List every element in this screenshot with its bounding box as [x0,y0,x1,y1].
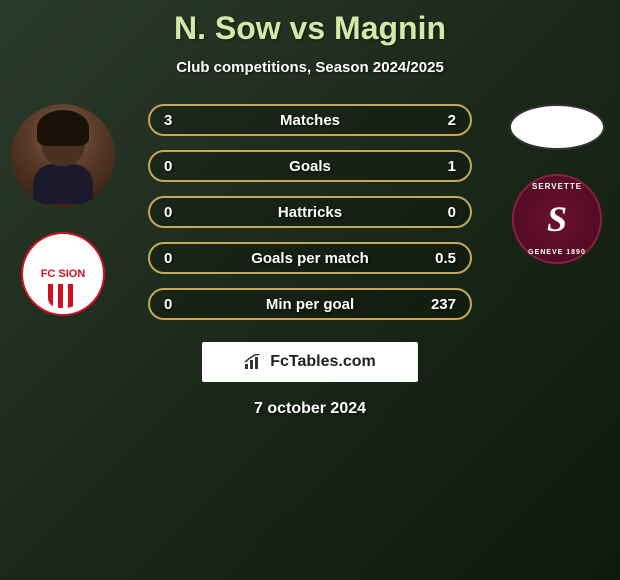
stat-row-min-per-goal: 0 Min per goal 237 [148,288,472,320]
watermark-badge[interactable]: FcTables.com [202,342,418,382]
stat-label: Goals per match [251,250,369,267]
stats-column: 3 Matches 2 0 Goals 1 0 Hattricks 0 0 Go… [130,104,490,320]
stat-left-value: 3 [164,112,172,129]
avatar-silhouette [33,116,93,206]
stat-label: Matches [280,112,340,129]
stat-right-value: 0 [448,204,456,221]
watermark-text: FcTables.com [270,353,376,371]
club-left-label: FC SION [41,269,86,280]
sion-stripes-icon [48,284,78,308]
stat-right-value: 1 [448,158,456,175]
left-column: FC SION [8,104,118,316]
club-right-badge: SERVETTE S GENEVE 1890 [512,174,602,264]
servette-bottom-text: GENEVE 1890 [528,249,586,256]
page-title: N. Sow vs Magnin [174,10,446,47]
club-left-badge: FC SION [21,232,105,316]
stat-left-value: 0 [164,204,172,221]
stat-right-value: 237 [431,296,456,313]
comparison-card: N. Sow vs Magnin Club competitions, Seas… [0,0,620,418]
player-left-avatar [11,104,115,208]
subtitle: Club competitions, Season 2024/2025 [176,59,444,76]
servette-top-text: SERVETTE [532,182,582,191]
date-text: 7 october 2024 [254,400,366,418]
stat-left-value: 0 [164,296,172,313]
stat-row-matches: 3 Matches 2 [148,104,472,136]
player-right-avatar-placeholder [509,104,605,150]
servette-s-icon: S [547,201,567,237]
stat-left-value: 0 [164,250,172,267]
stat-row-goals-per-match: 0 Goals per match 0.5 [148,242,472,274]
stat-label: Hattricks [278,204,342,221]
stat-left-value: 0 [164,158,172,175]
stat-label: Min per goal [266,296,354,313]
stat-row-goals: 0 Goals 1 [148,150,472,182]
right-column: SERVETTE S GENEVE 1890 [502,104,612,264]
stat-row-hattricks: 0 Hattricks 0 [148,196,472,228]
chart-icon [244,354,264,370]
stat-label: Goals [289,158,331,175]
stat-right-value: 2 [448,112,456,129]
stat-right-value: 0.5 [435,250,456,267]
main-row: FC SION 3 Matches 2 0 Goals 1 0 Hattrick… [0,104,620,320]
